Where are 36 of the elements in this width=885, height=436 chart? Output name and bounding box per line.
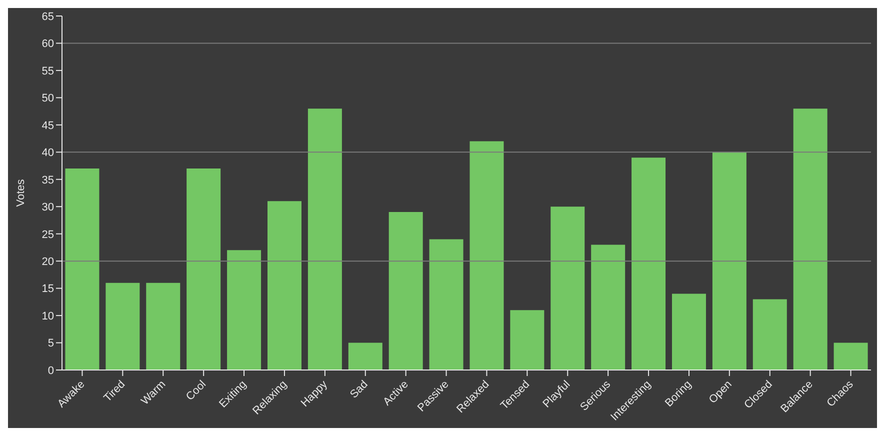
bar [227,250,262,370]
bar [186,168,221,370]
bar [712,152,746,370]
y-tick-label: 15 [42,283,54,296]
bar [591,244,626,370]
bar [267,201,302,370]
bar [470,141,504,370]
y-tick-label: 20 [42,256,54,268]
y-tick-label: 25 [42,228,54,241]
bar [672,294,706,370]
y-tick-label: 30 [42,202,54,214]
bar [388,212,423,370]
y-axis-title: Votes [14,178,27,207]
y-tick-label: 45 [42,120,54,132]
y-tick-label: 55 [42,65,54,78]
bar [834,342,868,370]
y-tick-label: 60 [42,38,54,50]
bar [348,342,382,370]
bar [65,168,100,370]
bar [146,282,180,370]
x-tick-label: Sad [348,378,370,401]
bar [752,299,787,370]
y-tick-label: 35 [42,174,54,186]
y-tick-label: 5 [48,338,54,350]
y-tick-label: 50 [42,92,54,105]
y-tick-label: 10 [42,310,54,322]
y-tick-label: 65 [42,10,54,23]
y-tick-label: 40 [42,147,54,160]
bar [510,310,544,370]
bar [550,206,585,370]
y-tick-label: 0 [48,364,54,377]
bar [632,158,666,370]
bar [106,282,140,370]
bar [429,239,464,370]
bar [793,108,828,370]
bar [308,108,342,370]
